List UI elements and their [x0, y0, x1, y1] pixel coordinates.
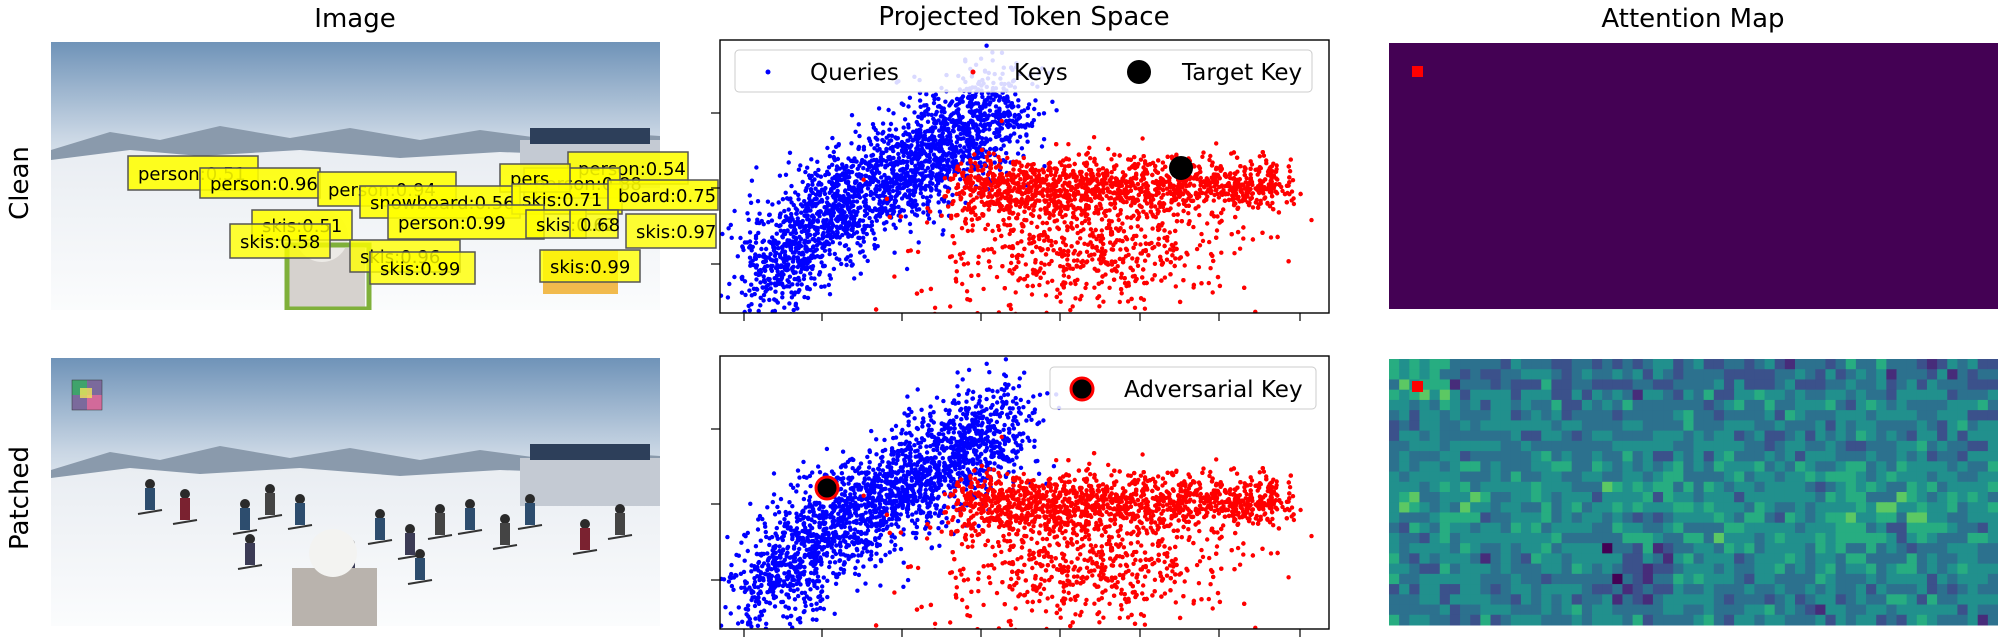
adversarial-key-marker — [814, 475, 840, 501]
detection-boxes: person:0.51person:0.96person:0.94person:… — [127, 151, 719, 285]
scatter-patched-frame — [719, 355, 1330, 630]
detection-box: skis:0.58 — [229, 223, 331, 259]
scatter-patched — [720, 357, 1314, 629]
attention-map-clean — [1389, 43, 1998, 309]
detection-box: person:0.99 — [387, 204, 545, 240]
scatter-clean-ticks — [711, 112, 1301, 321]
detection-box: 0.68 — [569, 209, 620, 239]
detection-label: skis:0.99 — [550, 257, 630, 278]
target-key-marker — [1169, 156, 1193, 180]
detection-box: skis:0.99 — [539, 249, 641, 283]
legend-keys-label: Keys — [1014, 60, 1068, 86]
legend-clean: Queries Keys Target Key — [734, 49, 1313, 93]
detection-label: 0.68 — [580, 215, 620, 236]
scatter-patched-ticks — [711, 428, 1301, 637]
legend-adversarial-key-label: Adversarial Key — [1124, 377, 1303, 403]
row-label-clean: Clean — [5, 146, 35, 220]
column-title-projected: Projected Token Space — [878, 2, 1169, 32]
scatter-clean — [720, 43, 1314, 313]
legend-queries-label: Queries — [810, 60, 899, 86]
attention-query-marker-clean — [1412, 66, 1423, 77]
detection-label: skis:0.58 — [240, 232, 320, 253]
legend-queries-marker — [765, 69, 771, 75]
patched-image — [51, 358, 660, 626]
detection-box: skis:0.99 — [369, 251, 476, 285]
legend-adversarial-key-marker — [1069, 376, 1095, 402]
column-title-image: Image — [314, 4, 395, 34]
detection-label: person:0.96 — [210, 174, 318, 195]
detection-box: skis:0.97 — [625, 213, 717, 249]
adversarial-patch — [71, 379, 103, 411]
column-title-attention: Attention Map — [1601, 4, 1784, 34]
attention-map-patched — [1389, 359, 1998, 626]
detection-label: person:0.99 — [398, 213, 506, 234]
attention-query-marker-patched — [1412, 381, 1423, 392]
scatter-clean-frame — [719, 39, 1330, 314]
detection-label: skis:0.97 — [636, 222, 716, 243]
legend-target-key-label: Target Key — [1181, 60, 1302, 86]
legend-patched: Adversarial Key — [1049, 366, 1317, 410]
detection-label: skis:0.99 — [380, 259, 460, 280]
detection-label: board:0.75 — [618, 186, 716, 207]
legend-keys-marker — [970, 69, 976, 75]
detection-box: board:0.75 — [607, 179, 719, 211]
detection-box: person:0.96 — [199, 167, 321, 199]
legend-target-key-marker — [1127, 60, 1151, 84]
row-label-patched: Patched — [5, 446, 35, 550]
